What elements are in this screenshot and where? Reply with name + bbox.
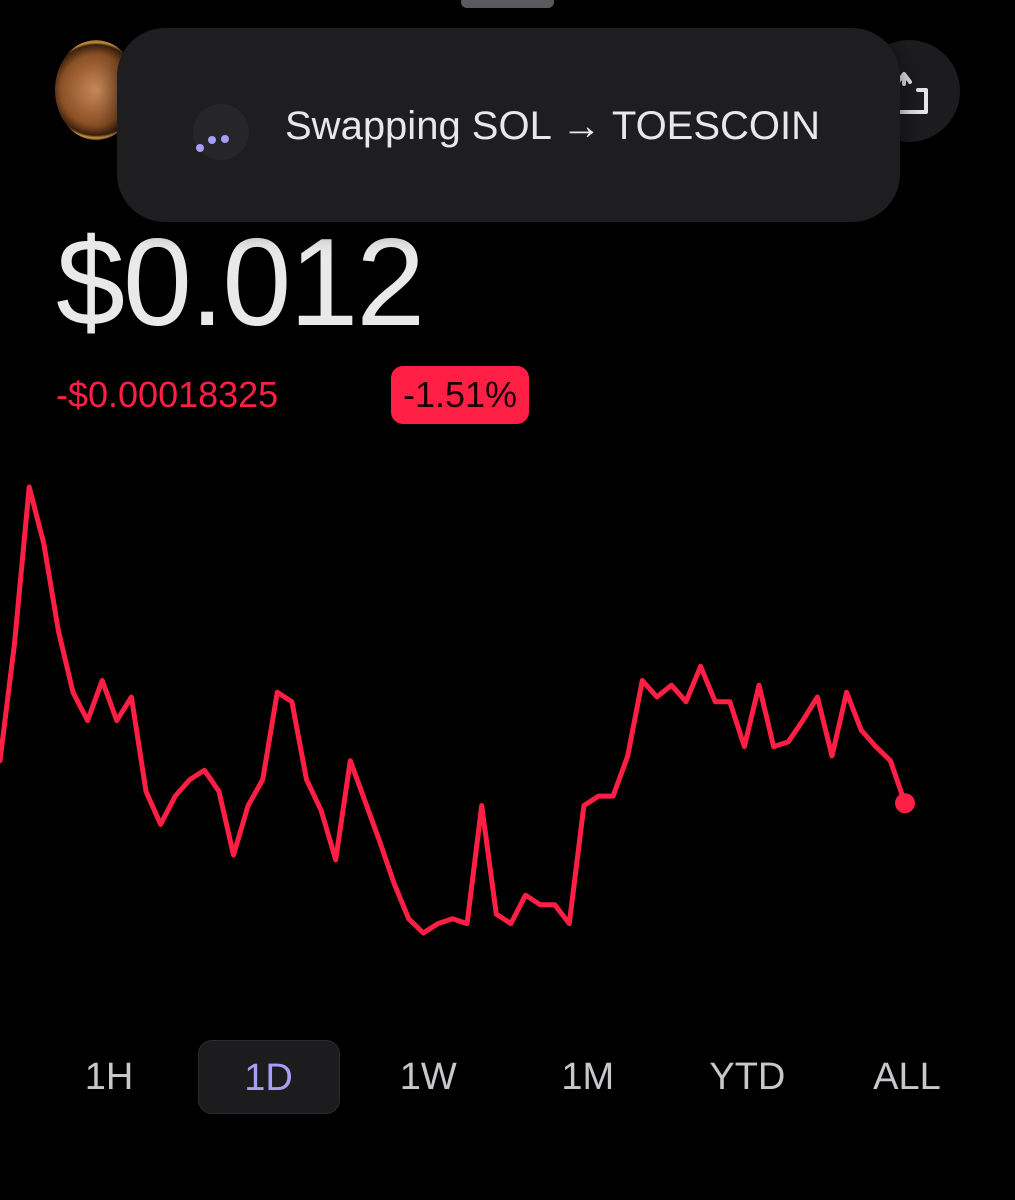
price-chart — [0, 484, 915, 936]
spinner — [193, 104, 249, 160]
percent-badge: -1.51% — [391, 366, 530, 424]
toast-text: Swapping SOL → TOESCOIN — [285, 104, 821, 148]
price-line — [0, 484, 908, 936]
price: $0.012 — [56, 214, 425, 352]
range-selector: 1H 1D 1W 1M YTD ALL — [38, 1040, 978, 1114]
price-change: -$0.00018325 — [56, 374, 279, 415]
sheet-grabber — [461, 0, 554, 8]
range-button[interactable]: YTD — [709, 1056, 786, 1098]
current-point — [895, 793, 915, 814]
toast: Swapping SOL → TOESCOIN — [117, 28, 900, 222]
range-button[interactable]: ALL — [873, 1056, 941, 1098]
range-button[interactable]: 1H — [84, 1056, 134, 1098]
range-button[interactable]: 1M — [561, 1056, 615, 1098]
range-button[interactable]: 1W — [399, 1056, 457, 1098]
range-button[interactable]: 1D — [197, 1040, 340, 1114]
